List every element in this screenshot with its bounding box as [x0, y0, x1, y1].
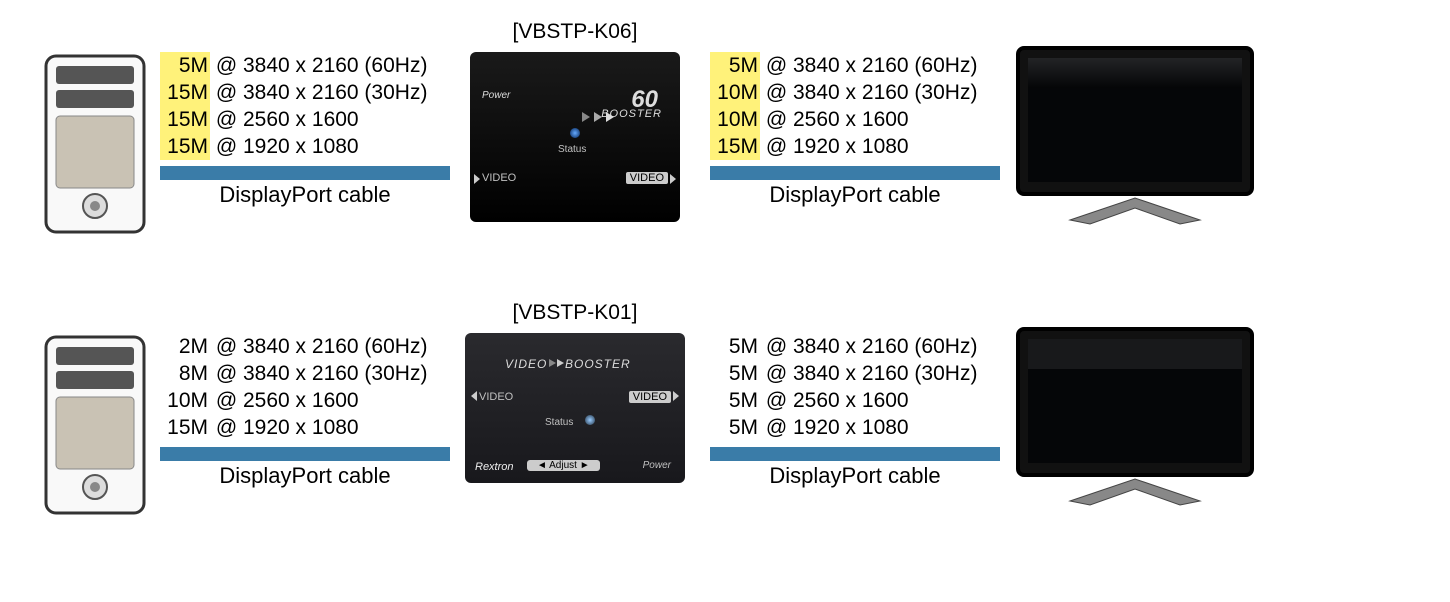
monitor-icon [1010, 40, 1260, 235]
cable-bar [710, 447, 1000, 461]
left-specs-k01: 2M @ 3840 x 2160 (60Hz) 8M @ 3840 x 2160… [160, 333, 450, 489]
diagram-row-k06: 5M @ 3840 x 2160 (60Hz) 15M @ 3840 x 216… [40, 20, 1410, 245]
device-title: [VBSTP-K06] [460, 20, 690, 44]
cable-label: DisplayPort cable [160, 182, 450, 208]
right-specs-k01: 5M @ 3840 x 2160 (60Hz) 5M @ 3840 x 2160… [710, 333, 1000, 489]
cable-bar [160, 447, 450, 461]
booster-k01-icon: VIDEO BOOSTER VIDEO VIDEO Status Rextron… [465, 333, 685, 483]
pc-tower-icon [40, 50, 150, 245]
cable-label: DisplayPort cable [160, 463, 450, 489]
device-title: [VBSTP-K01] [460, 301, 690, 325]
left-specs-k06: 5M @ 3840 x 2160 (60Hz) 15M @ 3840 x 216… [160, 52, 450, 208]
cable-bar [710, 166, 1000, 180]
cable-bar [160, 166, 450, 180]
booster-k06-icon: Power 60 BOOSTER Status VIDEO VIDEO [470, 52, 680, 222]
pc-tower-icon [40, 331, 150, 526]
right-specs-k06: 5M @ 3840 x 2160 (60Hz) 10M @ 3840 x 216… [710, 52, 1000, 208]
device-k01: [VBSTP-K01] VIDEO BOOSTER VIDEO VIDEO St… [460, 301, 690, 483]
diagram-row-k01: 2M @ 3840 x 2160 (60Hz) 8M @ 3840 x 2160… [40, 301, 1410, 526]
device-k06: [VBSTP-K06] Power 60 BOOSTER Status VIDE… [460, 20, 690, 222]
cable-label: DisplayPort cable [710, 463, 1000, 489]
cable-label: DisplayPort cable [710, 182, 1000, 208]
monitor-icon [1010, 321, 1260, 516]
